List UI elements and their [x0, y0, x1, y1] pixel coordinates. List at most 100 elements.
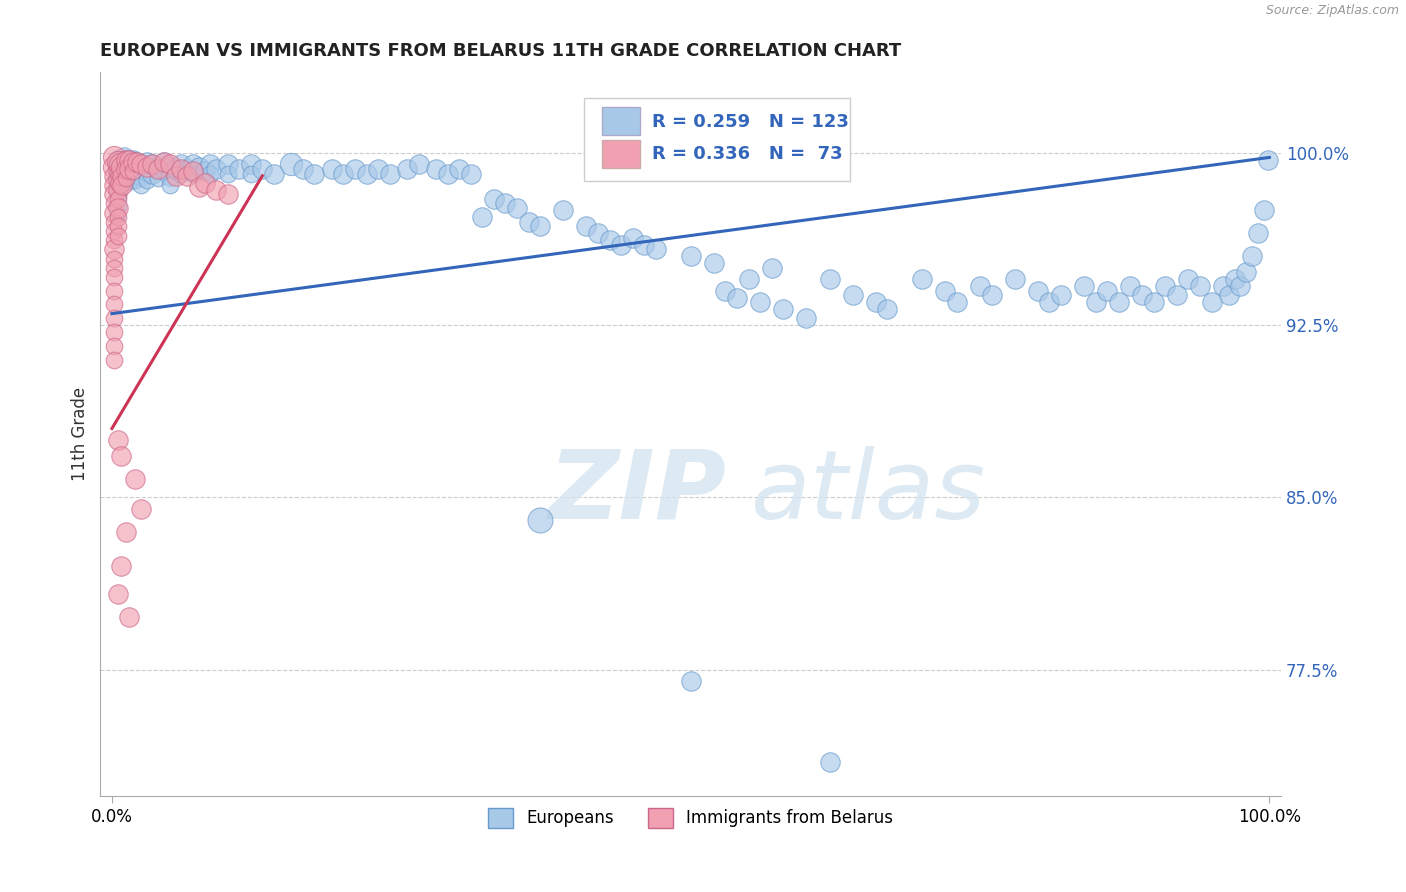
Point [1026, 284, 1049, 298]
Point [114, 161, 136, 176]
Point [141, 167, 163, 181]
Point [321, 161, 343, 176]
Point [107, 228, 129, 243]
Point [108, 167, 131, 181]
Point [205, 161, 228, 176]
Point [107, 189, 129, 203]
Point [1247, 226, 1270, 240]
Point [239, 167, 262, 181]
Point [252, 161, 274, 176]
Point [529, 219, 551, 234]
Point [796, 311, 818, 326]
Point [1050, 288, 1073, 302]
Point [121, 155, 143, 169]
Point [103, 187, 125, 202]
Point [170, 167, 193, 181]
Point [114, 161, 136, 176]
Point [103, 224, 125, 238]
Point [1073, 279, 1095, 293]
Point [107, 201, 129, 215]
Point [135, 155, 157, 169]
Point [127, 155, 149, 169]
Point [980, 288, 1002, 302]
FancyBboxPatch shape [602, 107, 640, 136]
Point [114, 153, 136, 167]
Point [159, 157, 181, 171]
Point [1257, 153, 1279, 167]
Text: Source: ZipAtlas.com: Source: ZipAtlas.com [1265, 4, 1399, 18]
Point [645, 243, 668, 257]
FancyBboxPatch shape [602, 140, 640, 168]
Point [107, 171, 129, 186]
Point [725, 291, 748, 305]
Point [187, 160, 209, 174]
Point [121, 164, 143, 178]
Point [217, 187, 239, 202]
Point [118, 153, 141, 167]
Point [529, 513, 551, 527]
Point [118, 155, 141, 169]
Point [1154, 279, 1177, 293]
Point [103, 243, 125, 257]
Point [291, 161, 314, 176]
Point [239, 157, 262, 171]
Point [263, 167, 285, 181]
Point [111, 169, 134, 183]
Point [1004, 272, 1026, 286]
Point [200, 167, 222, 181]
Point [586, 226, 609, 240]
Point [1038, 295, 1060, 310]
Point [679, 674, 702, 689]
Point [170, 161, 193, 176]
Point [159, 169, 181, 183]
Point [118, 161, 141, 176]
Point [304, 167, 326, 181]
Point [1201, 295, 1223, 310]
Point [135, 160, 157, 174]
Point [110, 176, 132, 190]
Point [187, 180, 209, 194]
Point [217, 167, 239, 181]
Point [107, 183, 129, 197]
Point [749, 295, 772, 310]
Point [153, 164, 176, 178]
Point [934, 284, 956, 298]
Point [165, 169, 187, 183]
Point [118, 164, 141, 178]
Point [112, 150, 135, 164]
Point [114, 524, 136, 539]
Point [506, 201, 529, 215]
Point [460, 167, 482, 181]
Point [1212, 279, 1234, 293]
Point [148, 171, 170, 186]
Point [1084, 295, 1107, 310]
Point [129, 169, 152, 183]
Point [141, 157, 163, 171]
Point [193, 176, 215, 190]
Point [165, 161, 187, 176]
Point [205, 183, 228, 197]
Point [108, 176, 131, 190]
Point [495, 196, 517, 211]
Point [110, 167, 132, 181]
Point [107, 153, 129, 167]
Point [103, 260, 125, 275]
Point [176, 161, 198, 176]
Point [436, 167, 458, 181]
Point [121, 153, 143, 167]
Point [103, 297, 125, 311]
Point [449, 161, 471, 176]
Point [1143, 295, 1166, 310]
Point [118, 173, 141, 187]
Point [107, 587, 129, 601]
Point [865, 295, 887, 310]
Point [1240, 249, 1263, 263]
Point [124, 155, 146, 169]
Point [111, 160, 134, 174]
Point [129, 157, 152, 171]
Point [1097, 284, 1119, 298]
Point [107, 155, 129, 169]
Point [1223, 272, 1246, 286]
Point [112, 160, 135, 174]
Point [703, 256, 725, 270]
